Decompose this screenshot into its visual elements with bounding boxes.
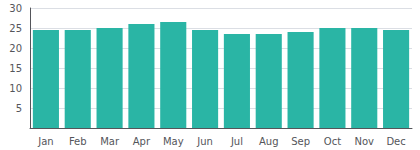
svg-text:Jan: Jan xyxy=(37,136,53,147)
svg-text:25: 25 xyxy=(9,23,22,34)
svg-text:10: 10 xyxy=(9,83,22,94)
svg-text:Oct: Oct xyxy=(324,136,341,147)
svg-text:Feb: Feb xyxy=(69,136,87,147)
svg-text:Jun: Jun xyxy=(196,136,213,147)
svg-text:15: 15 xyxy=(9,63,22,74)
svg-text:20: 20 xyxy=(9,43,22,54)
svg-text:May: May xyxy=(163,136,184,147)
svg-text:5: 5 xyxy=(16,103,22,114)
svg-text:Jul: Jul xyxy=(230,136,243,147)
svg-text:Mar: Mar xyxy=(100,136,120,147)
svg-text:Aug: Aug xyxy=(259,136,279,147)
svg-text:Apr: Apr xyxy=(133,136,151,147)
svg-text:Nov: Nov xyxy=(354,136,374,147)
svg-text:30: 30 xyxy=(9,3,22,14)
svg-text:Dec: Dec xyxy=(386,136,405,147)
svg-text:Sep: Sep xyxy=(291,136,310,147)
